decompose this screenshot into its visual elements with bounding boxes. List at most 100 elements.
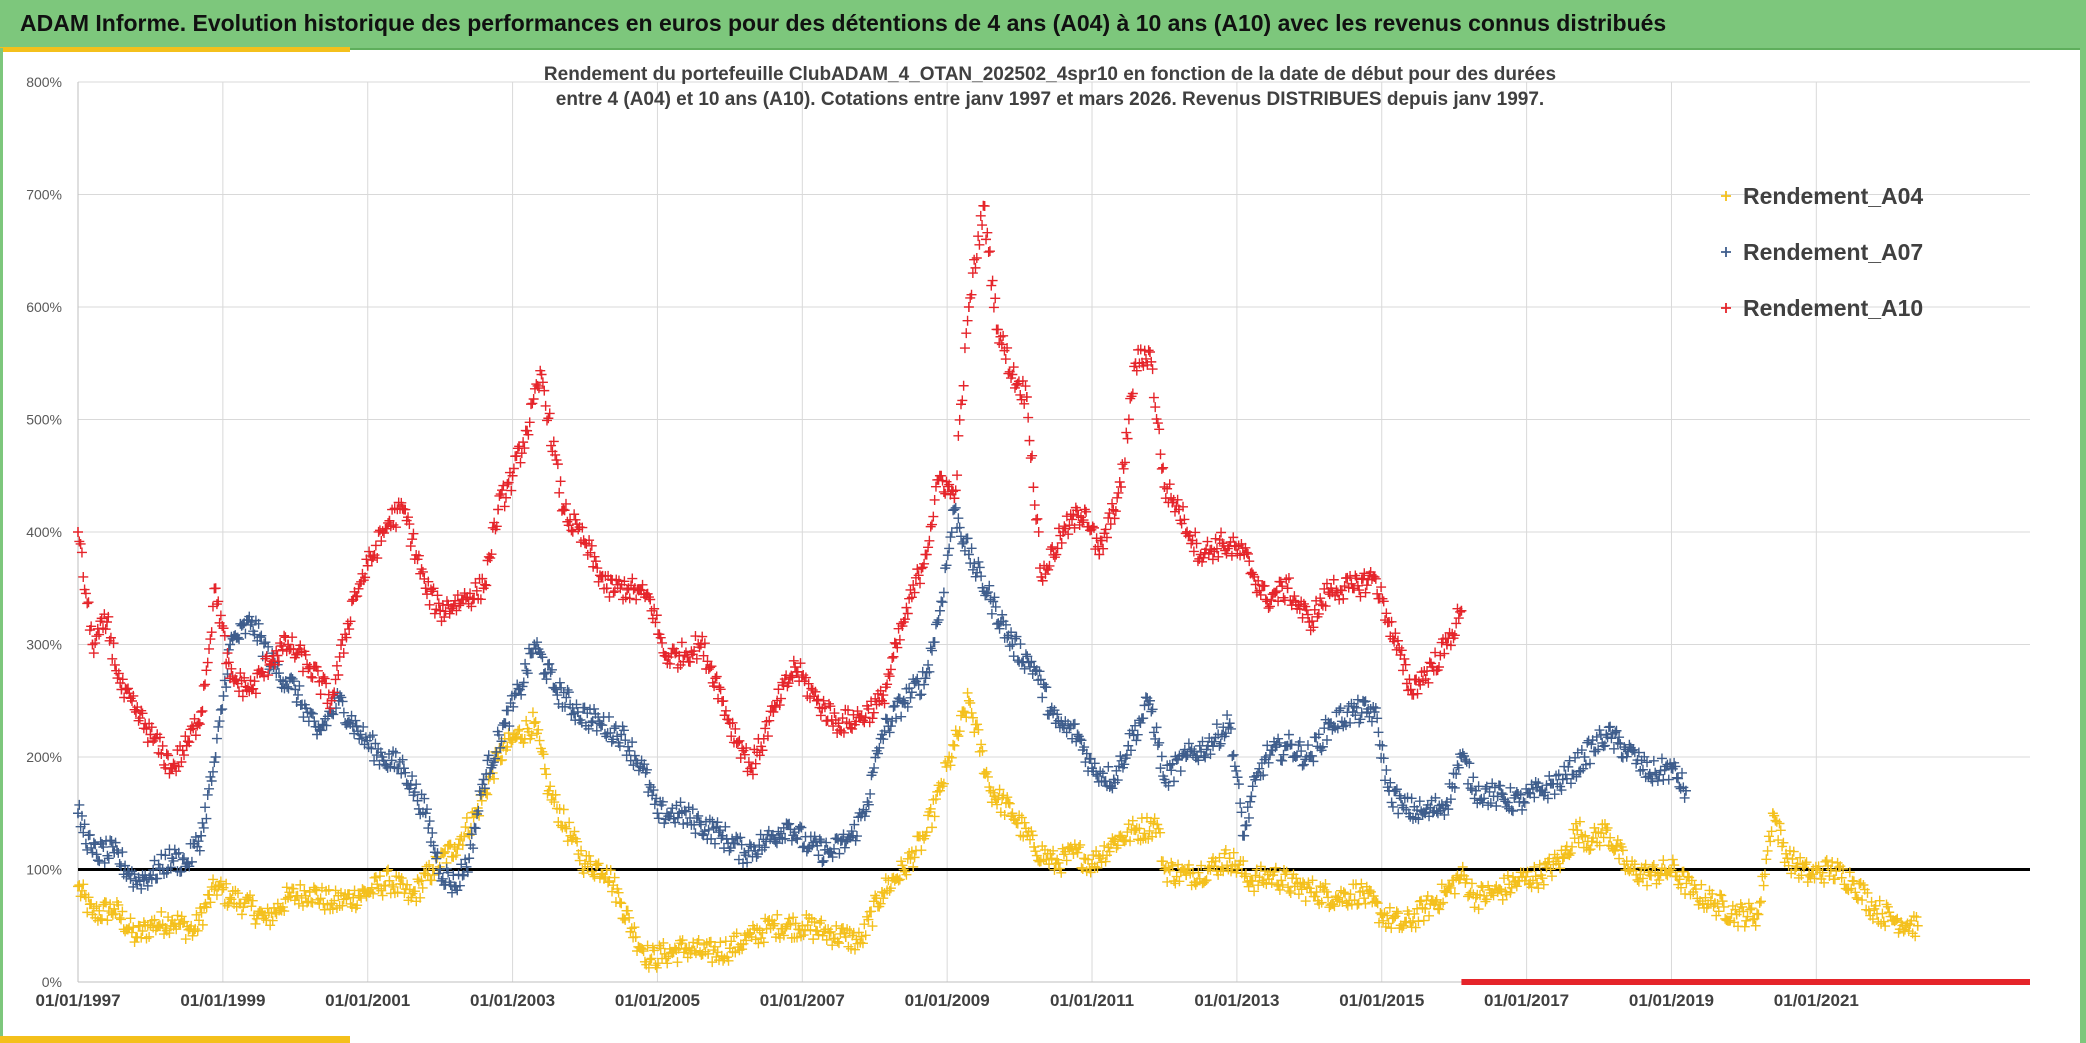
- data-point: [101, 617, 112, 627]
- data-point: [545, 781, 556, 792]
- data-point: [1284, 886, 1295, 897]
- data-point: [891, 713, 902, 724]
- data-point: [671, 647, 682, 658]
- data-point: [451, 605, 462, 616]
- data-point: [554, 677, 565, 688]
- data-point: [412, 795, 423, 806]
- data-point: [1119, 759, 1130, 770]
- data-point: [1469, 902, 1480, 913]
- data-point: [827, 852, 838, 863]
- data-point: [889, 700, 900, 711]
- data-point: [561, 823, 572, 834]
- data-point: [479, 783, 490, 794]
- data-point: [1051, 549, 1062, 560]
- data-point: [106, 836, 117, 847]
- data-point: [1911, 912, 1922, 923]
- data-point: [1396, 645, 1407, 656]
- data-point: [146, 722, 157, 733]
- data-point: [1654, 769, 1665, 780]
- data-point: [1283, 573, 1294, 584]
- data-point: [1796, 870, 1807, 881]
- data-point: [1193, 867, 1204, 878]
- data-point: [638, 946, 649, 957]
- data-point: [1430, 647, 1441, 658]
- data-point: [694, 642, 705, 653]
- data-point: [1178, 501, 1189, 512]
- data-point: [116, 914, 127, 925]
- data-point: [478, 774, 489, 785]
- data-point: [1332, 723, 1343, 734]
- data-point: [114, 858, 125, 869]
- data-point: [1158, 856, 1169, 867]
- data-point: [1307, 750, 1318, 761]
- data-point: [1648, 755, 1659, 766]
- data-point: [697, 631, 708, 642]
- data-point: [1412, 805, 1423, 816]
- data-point: [1352, 694, 1363, 705]
- data-point: [1319, 884, 1330, 895]
- data-point: [965, 697, 976, 708]
- data-point: [1135, 717, 1146, 728]
- data-point: [1775, 825, 1786, 836]
- data-point: [1564, 755, 1575, 766]
- data-point: [1094, 549, 1105, 560]
- data-point: [554, 487, 565, 498]
- data-point: [1342, 900, 1353, 911]
- x-tick-label: 01/01/2013: [1194, 991, 1279, 1010]
- data-point: [1174, 876, 1185, 887]
- data-point: [541, 415, 552, 426]
- data-point: [551, 455, 562, 466]
- data-point: [524, 417, 535, 428]
- data-point: [1576, 745, 1587, 756]
- data-point: [780, 833, 791, 844]
- data-point: [407, 771, 418, 782]
- data-point: [461, 861, 472, 872]
- data-point: [860, 930, 871, 941]
- data-point: [215, 876, 226, 887]
- data-point: [1241, 547, 1252, 558]
- data-point: [1495, 884, 1506, 895]
- data-point: [260, 653, 271, 664]
- data-point: [272, 650, 283, 661]
- data-point: [257, 667, 268, 678]
- data-point: [173, 919, 184, 930]
- data-point: [984, 782, 995, 793]
- data-point: [1169, 506, 1180, 517]
- data-point: [1262, 740, 1273, 751]
- data-point: [1078, 515, 1089, 526]
- data-point: [1211, 543, 1222, 554]
- data-point: [94, 629, 105, 640]
- data-point: [201, 813, 212, 824]
- data-point: [892, 642, 903, 653]
- data-point: [391, 522, 402, 533]
- title-banner: ADAM Informe. Evolution historique des p…: [0, 0, 2086, 50]
- data-point: [1178, 865, 1189, 876]
- data-point: [1449, 888, 1460, 899]
- data-point: [225, 892, 236, 903]
- data-point: [1026, 656, 1037, 667]
- data-point: [1356, 707, 1367, 718]
- data-point: [1150, 402, 1161, 413]
- data-point: [1340, 720, 1351, 731]
- data-point: [1601, 825, 1612, 836]
- data-point: [1435, 899, 1446, 910]
- data-point: [191, 909, 202, 920]
- data-point: [1119, 457, 1130, 468]
- data-point: [787, 672, 798, 683]
- data-point: [875, 898, 886, 909]
- data-point: [874, 696, 885, 707]
- data-point: [100, 624, 111, 635]
- data-point: [1852, 894, 1863, 905]
- data-point: [821, 837, 832, 848]
- data-point: [1424, 657, 1435, 668]
- data-point: [671, 945, 682, 956]
- data-point: [1564, 850, 1575, 861]
- data-point: [511, 731, 522, 742]
- data-point: [1502, 797, 1513, 808]
- data-point: [657, 796, 668, 807]
- data-point: [1756, 896, 1767, 907]
- data-point: [1506, 882, 1517, 893]
- data-point: [537, 652, 548, 663]
- data-point: [1132, 729, 1143, 740]
- data-point: [1501, 801, 1512, 812]
